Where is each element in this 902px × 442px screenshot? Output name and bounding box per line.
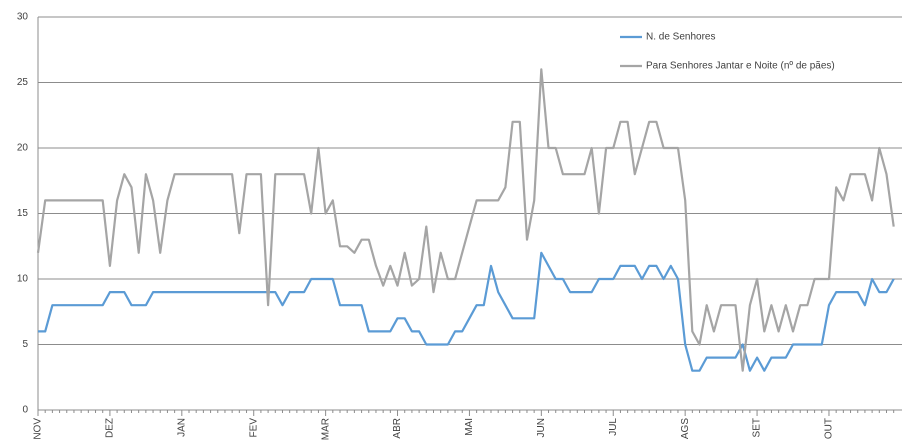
x-tick-label: NOV	[33, 418, 44, 440]
y-tick-label: 25	[17, 77, 29, 88]
x-tick-label: FEV	[248, 418, 259, 438]
y-tick-label: 15	[17, 208, 29, 219]
y-tick-label: 0	[22, 405, 28, 416]
x-tick-label: ABR	[392, 418, 403, 439]
x-tick-label: AGS	[680, 418, 691, 439]
legend-label: N. de Senhores	[646, 32, 716, 43]
legend-label: Para Senhores Jantar e Noite (nº de pães…	[646, 61, 835, 72]
series-line	[36, 68, 895, 372]
x-tick-label: MAI	[464, 418, 475, 436]
y-tick-label: 10	[17, 274, 29, 285]
x-tick-label: JAN	[176, 418, 187, 437]
x-tick-label: JUL	[608, 418, 619, 436]
x-tick-label: DEZ	[105, 418, 116, 438]
x-tick-label: SET	[752, 418, 763, 437]
x-tick-label: JUN	[536, 418, 547, 437]
series-line	[38, 251, 895, 372]
y-tick-label: 30	[17, 12, 29, 23]
y-tick-label: 20	[17, 143, 29, 154]
x-tick-label: OUT	[824, 418, 835, 439]
x-tick-label: MAR	[320, 418, 331, 440]
y-tick-label: 5	[22, 339, 28, 350]
